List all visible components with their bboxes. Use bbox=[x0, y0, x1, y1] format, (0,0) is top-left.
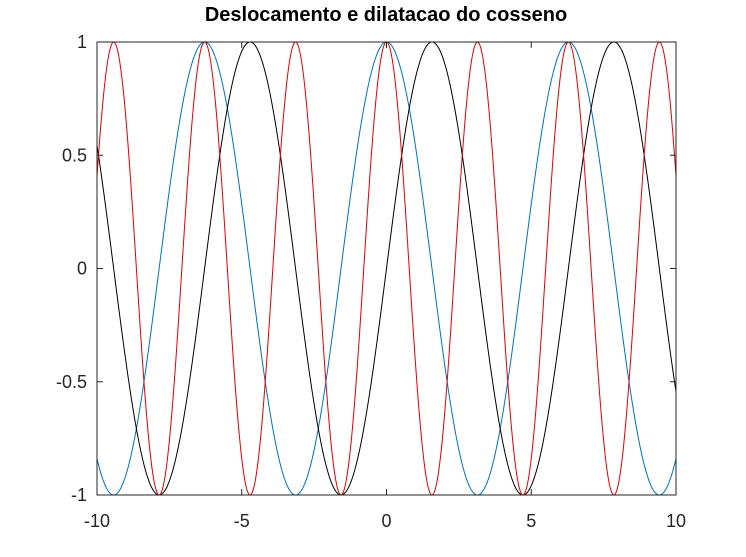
y-tick-label: -1 bbox=[71, 485, 87, 505]
tick-labels: -10 -5 0 5 10 -1 -0.5 0 0.5 1 bbox=[56, 32, 686, 531]
x-tick-label: 5 bbox=[526, 511, 536, 531]
plot-area-border bbox=[96, 41, 677, 496]
y-tick-label: 0 bbox=[77, 259, 87, 279]
series-line-1 bbox=[96, 41, 677, 496]
x-tick-label: -10 bbox=[84, 511, 110, 531]
y-tick-label: 0.5 bbox=[62, 145, 87, 165]
chart-title: Deslocamento e dilatacao do cosseno bbox=[205, 4, 567, 26]
x-tick-label: 10 bbox=[666, 511, 686, 531]
y-tick-label: -0.5 bbox=[56, 372, 87, 392]
y-tick-label: 1 bbox=[77, 32, 87, 52]
x-tick-label: -5 bbox=[234, 511, 250, 531]
x-tick-label: 0 bbox=[381, 511, 391, 531]
